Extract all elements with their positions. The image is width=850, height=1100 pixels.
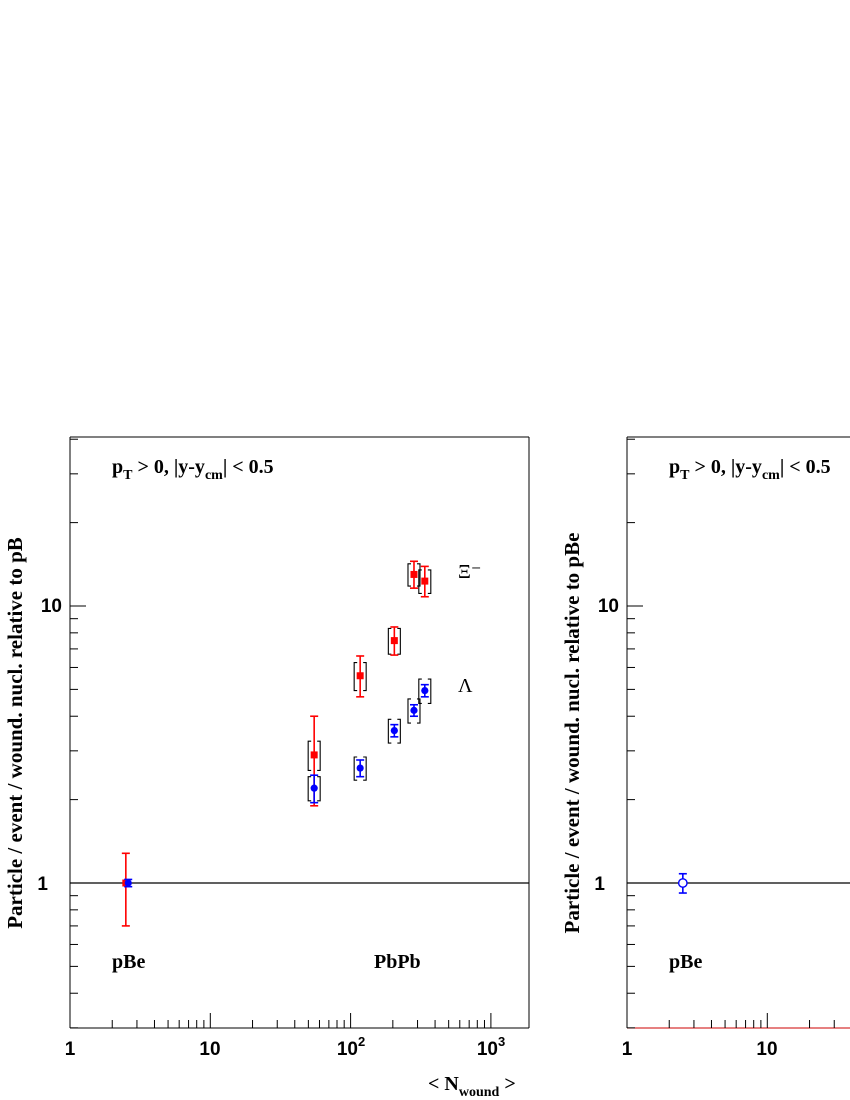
systematic-bracket [353,661,367,692]
x-tick-label: 1 [622,1039,633,1060]
data-point-square [390,637,398,645]
plot-panel-left [69,436,530,1029]
systematic-bracket [387,627,401,655]
systematic-bracket [307,740,321,771]
data-point-circle [124,879,132,887]
plot-panel-right [626,436,850,1029]
systematic-bracket [418,569,432,594]
y-tick-label: 1 [594,874,605,895]
systematic-bracket [353,756,367,781]
data-point-circle [410,706,418,714]
series-label-xi: Ξ⁻ [458,561,481,583]
data-point-square [310,751,318,759]
x-tick-label: 10 [199,1039,220,1060]
data-points [121,560,432,927]
systematic-bracket [307,776,321,802]
region-label-pbe: pBe [112,951,145,973]
y-tick-label: 10 [41,596,62,617]
data-point-square [410,570,418,578]
region-label-pbe: pBe [669,951,702,973]
region-label-pbpb: PbPb [374,951,421,973]
data-point-open-circle [677,878,688,888]
systematic-bracket [387,718,401,744]
y-tick-label: 10 [598,596,619,617]
data-point-square [421,577,429,585]
kinematic-annotation: pT > 0, |y-ycm| < 0.5 [112,456,274,483]
y-axis-label: Particle / event / wound. nucl. relative… [560,533,584,934]
x-tick-label: 102 [337,1034,365,1060]
kinematic-annotation: pT > 0, |y-ycm| < 0.5 [669,456,831,483]
data-point-circle [356,764,364,772]
data-point-square [356,672,364,680]
data-point-circle [421,686,429,695]
data-points [677,872,688,894]
x-tick-label: 1 [65,1039,76,1060]
x-axis-label: < Nwound > [428,1073,516,1100]
data-point-circle [390,726,398,735]
systematic-bracket [418,678,432,704]
data-point-circle [310,784,318,792]
y-axis-label: Particle / event / wound. nucl. relative… [3,537,27,929]
x-tick-label: 103 [477,1034,505,1060]
y-tick-label: 1 [37,874,48,895]
x-tick-label: 10 [756,1039,777,1060]
series-label-lambda: Λ [458,675,473,697]
